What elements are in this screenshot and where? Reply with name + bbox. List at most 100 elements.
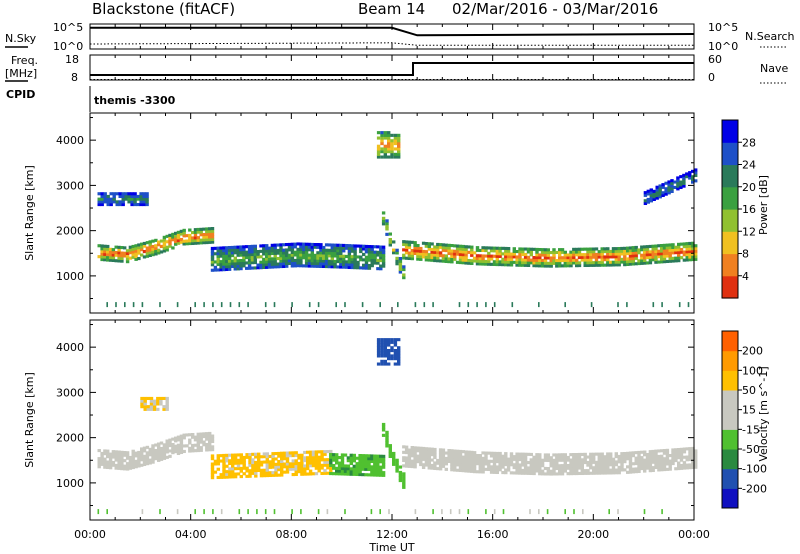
scatter-cell [262,244,266,248]
scatter-cell [106,244,110,249]
scatter-cell [171,235,175,239]
scatter-cell [361,462,365,466]
scatter-cell [118,194,122,199]
scatter-cell [453,244,457,248]
scatter-cell [566,253,570,257]
scatter-cell [662,465,667,469]
scatter-cell [236,267,240,271]
scatter-cell [464,256,468,260]
scatter-cell [259,266,263,270]
scatter-cell [322,254,326,258]
scatter-cell [586,250,590,254]
scatter-cell [248,463,252,467]
scatter-cell [137,459,141,463]
scatter-cell [288,465,293,469]
scatter-cell [645,458,650,462]
scatter-cell [552,453,556,457]
scatter-cell [430,242,434,246]
scatter-cell [332,458,336,462]
scatter-cell [433,259,437,263]
scatter-cell [481,465,485,469]
scatter-cell [504,252,508,256]
scatter-cell [688,176,692,180]
scatter-cell [327,265,332,269]
scatter-cell [546,509,549,515]
scatter-cell [210,462,215,466]
scatter-cell [253,255,257,259]
scatter-cell [307,248,312,252]
scatter-cell [492,459,497,464]
velocity-colorbar-label: Velocity [m s^-1] [757,366,770,461]
scatter-cell [225,472,229,476]
scatter-cell [566,256,570,260]
scatter-cell [671,259,675,263]
scatter-cell [349,453,353,457]
scatter-cell [398,479,403,483]
scatter-cell [447,451,451,455]
scatter-cell [512,252,516,256]
scatter-cell [521,261,525,265]
scatter-cell [665,254,670,258]
scatter-cell [583,461,587,465]
scatter-cell [159,455,164,459]
scatter-cell [654,252,658,256]
scatter-cell [594,468,599,473]
scatter-cell [390,155,394,159]
scatter-cell [120,246,124,250]
scatter-cell [247,253,252,257]
power-colorbar-label: Power [dB] [757,175,770,235]
scatter-cell [626,302,628,308]
colorbar-tick-label: 24 [742,159,756,172]
scatter-cell [193,230,198,234]
scatter-cell [586,247,590,251]
scatter-cell [112,197,116,201]
scatter-cell [504,263,508,267]
scatter-cell [131,460,135,464]
scatter-cell [512,463,516,467]
scatter-cell [589,250,593,254]
scatter-cell [380,349,384,353]
scatter-cell [268,473,272,478]
scatter-cell [381,463,386,467]
scatter-cell [453,449,457,453]
scatter-cell [470,259,474,263]
scatter-cell [165,245,169,249]
scatter-cell [643,256,647,260]
scatter-cell [367,258,372,262]
scatter-cell [648,255,653,259]
scatter-cell [108,452,113,456]
scatter-cell [419,257,423,261]
scatter-cell [643,261,647,265]
scatter-cell [323,460,327,465]
scatter-cell [300,467,304,471]
scatter-cell [367,465,371,469]
scatter-cell [441,462,446,466]
scatter-cell [385,430,389,434]
scatter-cell [487,251,491,255]
scatter-cell [381,261,386,266]
scatter-cell [352,453,356,457]
scatter-cell [123,467,127,471]
scatter-cell [657,252,661,256]
scatter-cell [256,252,260,256]
scatter-cell [453,452,457,456]
scatter-cell [385,441,389,445]
scatter-cell [313,243,317,247]
scatter-cell [603,255,607,259]
scatter-cell [677,453,681,457]
scatter-cell [290,261,295,265]
scatter-cell [637,259,641,263]
scatter-cell [117,245,121,249]
scatter-cell [614,460,618,464]
scatter-cell [210,260,215,264]
scatter-cell [512,466,516,470]
scatter-cell [532,264,536,268]
scatter-cell [413,465,417,469]
scatter-cell [228,453,232,457]
scatter-cell [299,264,303,268]
scatter-cell [393,340,398,344]
scatter-cell [575,461,579,465]
scatter-cell [523,458,528,462]
scatter-cell [202,238,206,242]
